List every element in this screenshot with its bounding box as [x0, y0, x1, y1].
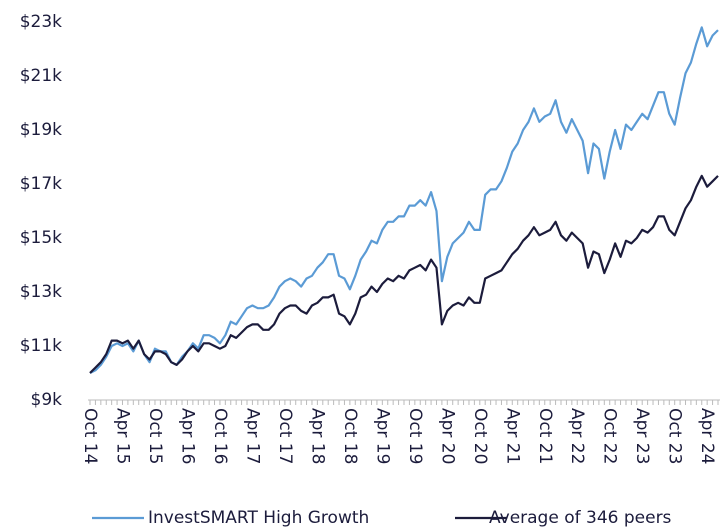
y-tick-label: $9k: [31, 390, 63, 410]
y-tick-label: $19k: [20, 120, 62, 140]
x-tick-label: Apr 19: [372, 408, 392, 464]
x-tick-label: Oct 14: [80, 408, 100, 464]
x-tick-label: Apr 20: [437, 408, 457, 464]
series-line: [89, 174, 719, 374]
x-tick-label: Oct 16: [210, 408, 230, 464]
x-tick-label: Apr 24: [697, 408, 717, 464]
x-tick-label: Apr 21: [502, 408, 522, 464]
x-tick-label: Oct 19: [405, 408, 425, 464]
y-tick-label: $23k: [20, 12, 62, 32]
x-tick-label: Oct 22: [600, 408, 620, 464]
x-tick-label: Oct 17: [275, 408, 295, 464]
x-tick-label: Oct 18: [340, 408, 360, 464]
x-tick-label: Apr 15: [112, 408, 132, 464]
legend-label: InvestSMART High Growth: [148, 508, 369, 528]
y-tick-label: $13k: [20, 282, 62, 302]
x-tick-label: Apr 16: [177, 408, 197, 464]
series-line: [89, 26, 719, 374]
y-tick-label: $17k: [20, 174, 62, 194]
x-tick-label: Oct 23: [665, 408, 685, 464]
legend-label: Average of 346 peers: [489, 508, 672, 528]
y-tick-label: $15k: [20, 228, 62, 248]
x-tick-label: Apr 18: [307, 408, 327, 464]
x-tick-label: Oct 21: [535, 408, 555, 464]
x-tick-label: Apr 22: [567, 408, 587, 464]
x-tick-label: Oct 20: [470, 408, 490, 464]
y-tick-label: $21k: [20, 66, 62, 86]
x-tick-label: Oct 15: [145, 408, 165, 464]
y-tick-label: $11k: [20, 336, 62, 356]
x-tick-label: Apr 17: [242, 408, 262, 464]
x-tick-label: Apr 23: [632, 408, 652, 464]
